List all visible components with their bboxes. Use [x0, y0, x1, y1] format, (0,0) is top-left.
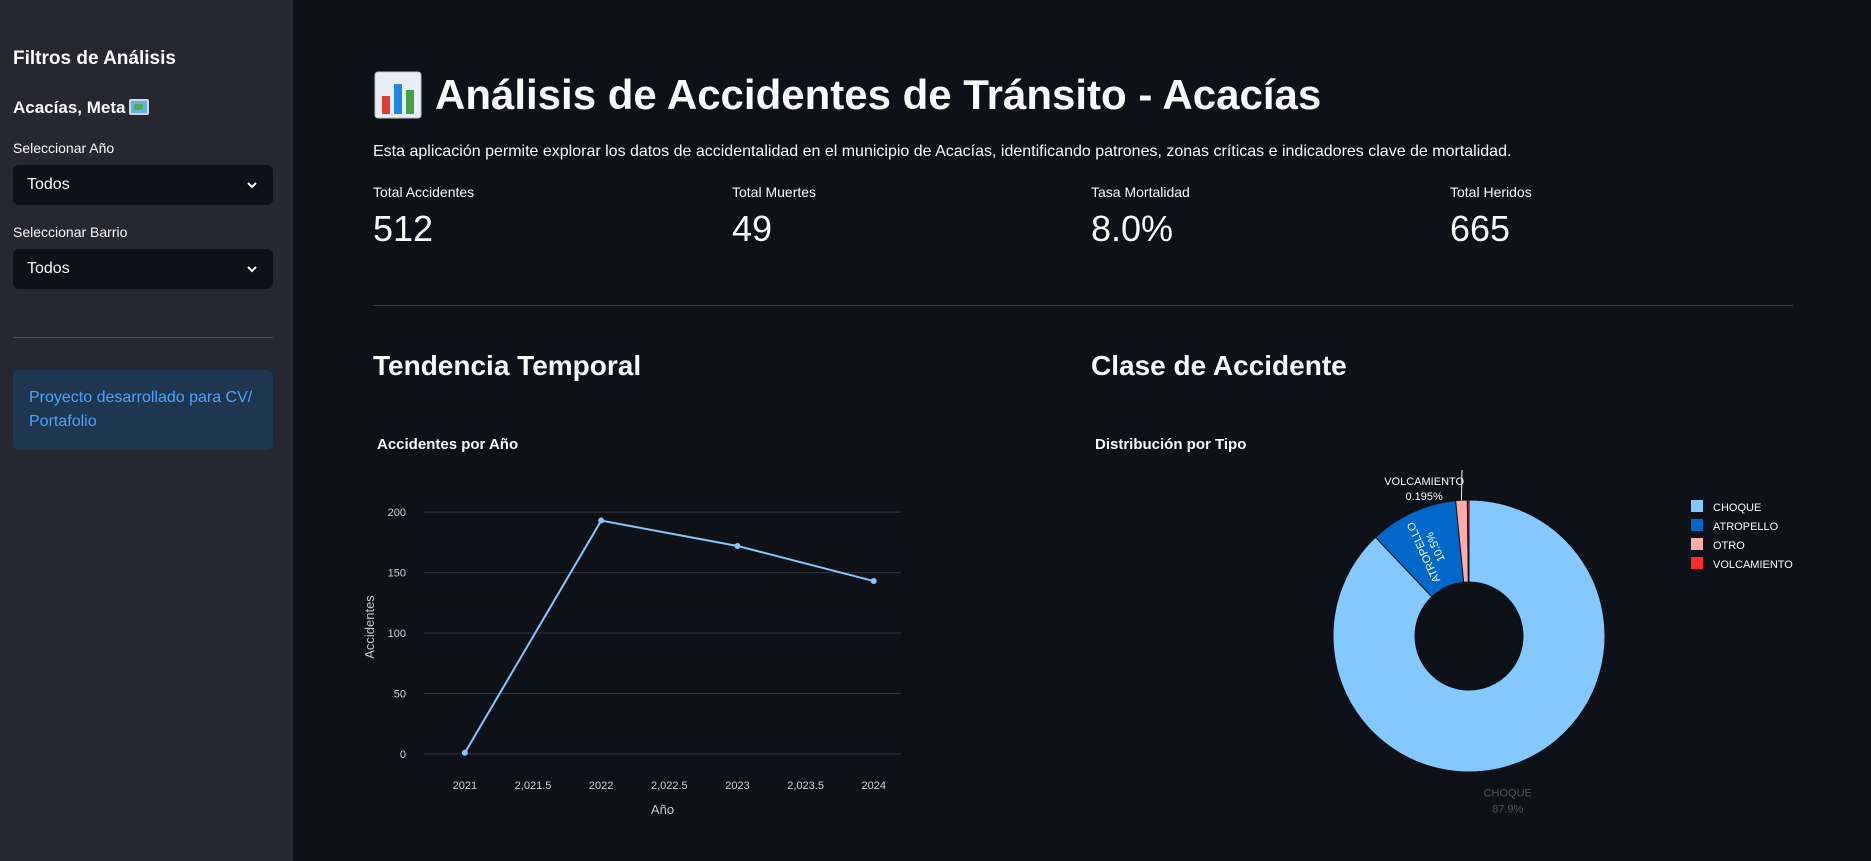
- y-tick-label: 100: [388, 628, 406, 640]
- barrio-select-label: Seleccionar Barrio: [13, 224, 128, 240]
- y-tick-label: 50: [394, 689, 406, 701]
- x-tick-label: 2022: [589, 780, 613, 792]
- section-title-clase: Clase de Accidente: [1091, 350, 1347, 381]
- legend-label-choque[interactable]: CHOQUE: [1713, 502, 1761, 514]
- data-point[interactable]: [461, 749, 468, 756]
- series-line: [464, 519, 874, 754]
- x-tick-label: 2,021.5: [515, 780, 552, 792]
- legend-swatch-volcamiento[interactable]: [1691, 557, 1703, 569]
- legend-swatch-choque[interactable]: [1691, 500, 1703, 512]
- metric-label: Total Accidentes: [373, 184, 475, 200]
- info-box: Proyecto desarrollado para CV/ Portafoli…: [13, 370, 273, 450]
- year-select-label: Seleccionar Año: [13, 140, 115, 156]
- metric-total-muertes: Total Muertes 49: [732, 184, 816, 250]
- x-tick-label: 2023: [725, 780, 749, 792]
- y-tick-label: 150: [388, 568, 406, 580]
- line-chart[interactable]: 0 50 100 150 200 2021 2,021.5 2022 2,022.5 2023 2…: [293, 470, 1013, 850]
- section-divider: [373, 305, 1793, 306]
- barrio-select[interactable]: Todos: [13, 249, 273, 289]
- metric-label: Total Heridos: [1450, 184, 1532, 200]
- slice-label-choque: CHOQUE: [1484, 788, 1532, 800]
- x-tick-label: 2,022.5: [651, 780, 688, 792]
- slice-percent-choque: 87.9%: [1492, 804, 1523, 816]
- pie-chart-title: Distribución por Tipo: [1095, 436, 1247, 453]
- data-point[interactable]: [598, 517, 605, 524]
- sidebar: Filtros de Análisis Acacías, Meta Selecc…: [0, 0, 293, 861]
- y-tick-label: 200: [388, 507, 406, 519]
- data-point[interactable]: [734, 542, 741, 549]
- metric-label: Tasa Mortalidad: [1091, 184, 1190, 200]
- sidebar-divider: [13, 337, 273, 338]
- legend-label-volcamiento[interactable]: VOLCAMIENTO: [1713, 559, 1793, 571]
- sidebar-subtitle: Acacías, Meta: [13, 98, 150, 118]
- data-point[interactable]: [870, 578, 877, 585]
- page-title: Análisis de Accidentes de Tránsito - Aca…: [373, 70, 1321, 120]
- y-axis-label: Accidentes: [362, 595, 377, 659]
- x-tick-label: 2,023.5: [787, 780, 824, 792]
- metric-value: 665: [1450, 208, 1511, 249]
- slice-percent-volcamiento: 0.195%: [1406, 491, 1444, 503]
- slice-choque[interactable]: [1332, 499, 1606, 773]
- sidebar-title: Filtros de Análisis: [13, 48, 176, 69]
- bar-chart-icon: [374, 71, 422, 119]
- y-tick-label: 0: [400, 749, 406, 761]
- metric-label: Total Muertes: [732, 184, 817, 200]
- donut-chart[interactable]: CHOQUE87.9%ATROPELLO10.5%OTRO1.37%VOLCAM…: [1091, 470, 1851, 850]
- barrio-select-value: Todos: [27, 260, 70, 277]
- legend-label-atropello[interactable]: ATROPELLO: [1713, 521, 1779, 533]
- metric-total-accidentes: Total Accidentes 512: [373, 184, 474, 250]
- page-description: Esta aplicación permite explorar los dat…: [373, 143, 1512, 160]
- page-title-text: Análisis de Accidentes de Tránsito - Aca…: [435, 71, 1322, 118]
- year-select-value: Todos: [27, 176, 70, 193]
- main-content: Análisis de Accidentes de Tránsito - Aca…: [293, 0, 1871, 861]
- line-chart-title: Accidentes por Año: [377, 436, 519, 453]
- x-axis-label: Año: [651, 802, 674, 817]
- slice-label-volcamiento: VOLCAMIENTO: [1384, 476, 1464, 488]
- legend-swatch-otro[interactable]: [1691, 538, 1703, 550]
- sidebar-subtitle-text: Acacías, Meta: [13, 98, 126, 117]
- chevron-down-icon: [247, 182, 257, 189]
- metric-value: 49: [732, 208, 773, 249]
- map-icon: [129, 99, 150, 115]
- year-select[interactable]: Todos: [13, 165, 273, 205]
- section-title-tendencia: Tendencia Temporal: [373, 350, 642, 381]
- metric-tasa-mortalidad: Tasa Mortalidad 8.0%: [1091, 184, 1190, 250]
- metric-value: 8.0%: [1091, 208, 1174, 249]
- leader-line-otro: [1460, 470, 1463, 501]
- chevron-down-icon: [247, 266, 257, 273]
- metric-value: 512: [373, 208, 434, 249]
- x-tick-label: 2021: [453, 780, 477, 792]
- slice-volcamiento[interactable]: [1466, 499, 1470, 583]
- legend-swatch-atropello[interactable]: [1691, 519, 1703, 531]
- x-tick-label: 2024: [862, 780, 886, 792]
- metric-total-heridos: Total Heridos 665: [1450, 184, 1532, 250]
- legend-label-otro[interactable]: OTRO: [1713, 540, 1745, 552]
